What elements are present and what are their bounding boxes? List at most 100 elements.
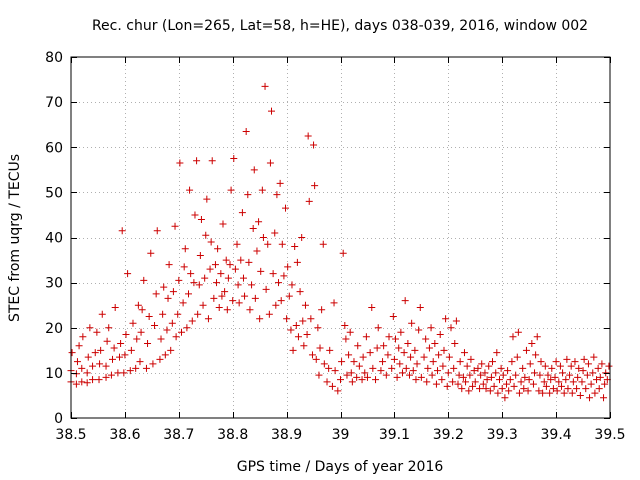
data-point [388,364,396,372]
data-point [517,378,525,386]
chart-title: Rec. chur (Lon=265, Lat=58, h=HE), days … [92,18,588,34]
data-point [547,376,555,384]
data-point [537,358,545,366]
data-point [319,240,327,248]
data-point [147,249,155,257]
y-tick-label: 40 [45,231,63,247]
data-point [380,342,388,350]
data-point [513,353,521,361]
data-point [114,369,122,377]
data-point [548,364,556,372]
data-point [165,261,173,269]
data-point [488,358,496,366]
data-point [598,360,606,368]
data-point [179,299,187,307]
data-point [91,349,99,357]
data-point [328,382,336,390]
data-point [172,333,180,341]
data-point [159,310,167,318]
data-point [477,371,485,379]
data-point [222,256,230,264]
data-point [341,321,349,329]
data-point [578,378,586,386]
data-point [422,335,430,343]
data-point [262,285,270,293]
data-point [227,186,235,194]
data-point [362,333,370,341]
data-point [203,195,211,203]
data-point [111,303,119,311]
data-point [505,387,513,395]
data-point [549,385,557,393]
data-point [494,389,502,397]
y-axis-label: STEC from uqrg / TECUs [7,154,23,322]
x-tick-label: 38.9 [271,427,302,443]
data-point [229,297,237,305]
data-point [215,303,223,311]
data-point [197,215,205,223]
data-point [348,378,356,386]
data-point [372,376,380,384]
data-point [359,353,367,361]
data-point [397,328,405,336]
data-point [272,301,280,309]
data-point [401,297,409,305]
data-point [587,380,595,388]
data-point [398,369,406,377]
data-point [482,385,490,393]
data-point [210,294,218,302]
data-point [129,319,137,327]
data-point [342,335,350,343]
data-point [535,387,543,395]
data-point [97,346,105,354]
data-point [137,328,145,336]
data-point [355,362,363,370]
data-point [171,222,179,230]
y-tick-label: 50 [45,185,63,201]
data-point [486,387,494,395]
x-tick-label: 39.4 [541,427,572,443]
data-point [439,362,447,370]
data-point [79,333,87,341]
data-point [214,245,222,253]
data-point [304,132,312,140]
data-point [460,349,468,357]
data-point [556,362,564,370]
data-point [73,358,81,366]
y-tick-label: 20 [45,321,63,337]
data-point [573,385,581,393]
data-point [149,360,157,368]
data-point [557,382,565,390]
data-point [429,358,437,366]
y-tick-label: 70 [45,95,63,111]
data-point [207,238,215,246]
data-point [416,303,424,311]
data-point [377,367,385,375]
data-point [283,315,291,323]
data-point [145,312,153,320]
data-point [539,389,547,397]
data-point [541,362,549,370]
data-point [485,362,493,370]
grid-lines [71,57,610,418]
data-point [116,353,124,361]
data-point [194,310,202,318]
data-point [103,337,111,345]
data-point [454,380,462,388]
data-point [122,331,130,339]
data-point [346,328,354,336]
data-point [83,379,91,387]
data-point [208,157,216,165]
data-point [218,292,226,300]
data-point [544,371,552,379]
data-point [250,166,258,174]
data-point [315,371,323,379]
data-point [201,274,209,282]
data-point [307,315,315,323]
data-point [120,369,128,377]
data-point [246,306,254,314]
data-point [526,360,534,368]
data-point [569,378,577,386]
data-point [292,321,300,329]
x-tick-label: 39.5 [594,427,625,443]
